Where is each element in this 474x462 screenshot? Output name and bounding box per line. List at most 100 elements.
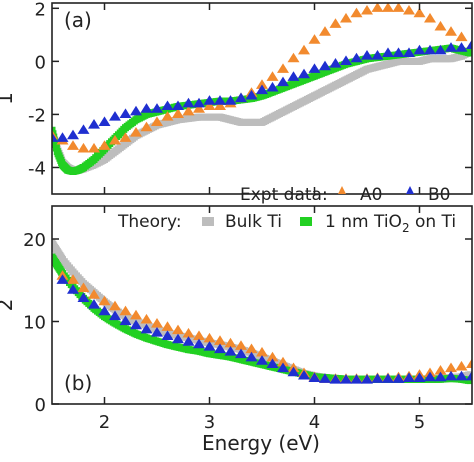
panel-label-1: (b) xyxy=(64,371,92,395)
point-B0 xyxy=(382,47,394,58)
point-B0 xyxy=(245,89,258,100)
point-A0 xyxy=(119,305,132,316)
point-A0 xyxy=(77,282,90,293)
point-B0 xyxy=(214,95,226,105)
point-B0 xyxy=(308,372,321,383)
point-B0 xyxy=(98,305,111,316)
y-tick-label: -4 xyxy=(28,158,46,179)
legend-theory-label: Theory: xyxy=(117,212,182,232)
point-A0 xyxy=(109,134,121,145)
point-B0 xyxy=(434,44,447,55)
point-A0 xyxy=(266,351,279,362)
point-B0 xyxy=(308,63,321,73)
point-film xyxy=(466,49,472,57)
point-B0 xyxy=(319,373,331,383)
point-A0 xyxy=(340,12,352,23)
plot-area-0 xyxy=(52,3,472,175)
point-A0 xyxy=(119,132,132,142)
point-A0 xyxy=(277,356,289,367)
point-A0 xyxy=(151,317,163,328)
point-B0 xyxy=(77,124,90,134)
point-B0 xyxy=(424,44,436,55)
point-B0 xyxy=(445,370,457,381)
point-A0 xyxy=(371,3,384,12)
point-B0 xyxy=(130,319,142,330)
point-B0 xyxy=(161,100,174,111)
point-A0 xyxy=(182,105,195,116)
point-A0 xyxy=(392,3,405,12)
point-B0 xyxy=(371,373,384,383)
point-A0 xyxy=(277,63,289,73)
point-B0 xyxy=(403,372,415,383)
legend-marker-a0 xyxy=(338,186,346,194)
point-B0 xyxy=(203,341,216,351)
point-B0 xyxy=(256,84,268,95)
point-B0 xyxy=(109,310,121,321)
point-A0 xyxy=(445,362,457,373)
point-B0 xyxy=(424,371,436,382)
point-B0 xyxy=(151,103,163,113)
point-B0 xyxy=(350,374,363,384)
point-B0 xyxy=(455,370,468,381)
point-A0 xyxy=(109,300,121,311)
point-B0 xyxy=(151,327,163,337)
point-B0 xyxy=(56,274,69,284)
point-B0 xyxy=(172,100,184,111)
point-A0 xyxy=(182,327,195,338)
legend-label-bulk: Bulk Ti xyxy=(225,212,282,232)
legend-expt-label: Expt data: xyxy=(240,185,328,205)
x-tick-label: 5 xyxy=(414,412,425,433)
point-B0 xyxy=(277,76,289,87)
point-B0 xyxy=(329,374,342,384)
legend-label-film: 1 nm TiO2 on Ti xyxy=(325,212,456,235)
point-film xyxy=(52,126,56,134)
point-B0 xyxy=(298,68,310,79)
point-B0 xyxy=(203,95,216,105)
point-A0 xyxy=(256,346,268,357)
x-axis-label: Energy (eV) xyxy=(202,431,320,455)
point-B0 xyxy=(193,97,205,108)
point-B0 xyxy=(340,374,352,384)
y-tick-label: -2 xyxy=(28,105,46,126)
point-A0 xyxy=(445,26,457,36)
point-B0 xyxy=(182,336,195,346)
point-B0 xyxy=(266,358,279,368)
point-B0 xyxy=(193,338,205,349)
point-A0 xyxy=(329,18,342,28)
point-B0 xyxy=(98,116,111,126)
series-B0 xyxy=(56,274,472,384)
point-B0 xyxy=(119,315,132,326)
point-A0 xyxy=(88,289,100,299)
point-A0 xyxy=(424,12,436,23)
plot-area-1 xyxy=(52,239,472,385)
legend-label-film-tail: on Ti xyxy=(410,212,457,232)
point-A0 xyxy=(224,337,237,348)
point-A0 xyxy=(203,332,216,343)
point-B0 xyxy=(235,348,247,359)
point-A0 xyxy=(235,340,247,350)
point-A0 xyxy=(319,26,331,36)
series-A0 xyxy=(52,3,472,153)
point-A0 xyxy=(245,343,258,354)
y-tick-label: 0 xyxy=(35,52,46,73)
point-A0 xyxy=(140,313,153,324)
point-B0 xyxy=(445,42,457,52)
y-tick-label: 20 xyxy=(23,230,46,251)
y-tick-label: 0 xyxy=(35,395,46,416)
point-B0 xyxy=(287,366,300,377)
point-A0 xyxy=(151,116,163,126)
panel-label-0: (a) xyxy=(64,8,92,32)
point-B0 xyxy=(130,105,142,116)
point-B0 xyxy=(329,58,342,68)
point-B0 xyxy=(466,39,472,50)
point-B0 xyxy=(277,362,289,373)
panel-b: 2 3 4 5 0 10 20 2 (b) xyxy=(0,205,473,433)
point-film xyxy=(466,377,472,385)
point-A0 xyxy=(214,100,226,111)
x-tick-label: 4 xyxy=(309,412,320,433)
point-B0 xyxy=(119,108,132,119)
point-A0 xyxy=(193,330,205,340)
axes-frame-0 xyxy=(51,2,473,195)
point-A0 xyxy=(98,295,111,306)
